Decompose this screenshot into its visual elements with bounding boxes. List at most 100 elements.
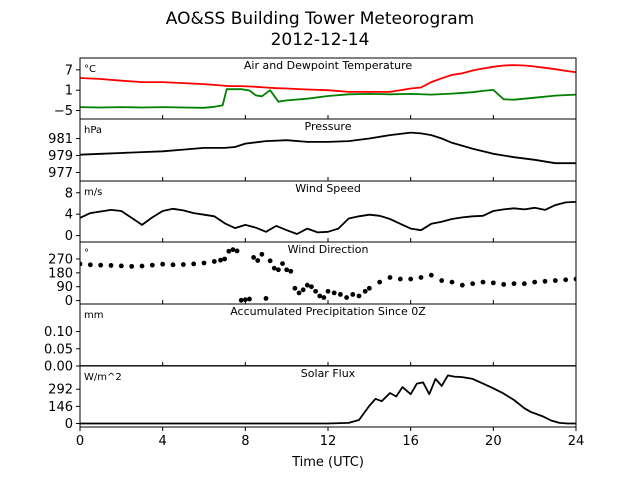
x-axis-label: Time (UTC)	[291, 455, 364, 470]
data-point	[238, 297, 244, 303]
data-point	[242, 297, 248, 303]
data-point	[428, 272, 434, 278]
data-point	[160, 261, 166, 267]
x-tick-label: 0	[76, 434, 84, 449]
data-point	[201, 260, 207, 266]
data-point	[573, 276, 576, 282]
data-point	[247, 296, 252, 302]
panel-unit-label: W/m^2	[84, 372, 122, 383]
data-point	[304, 282, 310, 288]
data-point	[397, 276, 403, 282]
data-point	[87, 262, 93, 268]
data-point	[563, 277, 569, 283]
x-tick-label: 24	[568, 434, 585, 449]
panel-unit-label: °	[84, 248, 89, 259]
data-point	[470, 281, 476, 287]
data-point	[80, 261, 83, 267]
data-point	[325, 288, 331, 294]
y-tick-label: 180	[48, 266, 73, 281]
y-tick-label: 7	[65, 63, 73, 78]
series-line-0	[80, 64, 576, 93]
series-line-0	[80, 374, 576, 425]
y-tick-label: 981	[48, 132, 73, 147]
y-tick-label: 977	[48, 166, 73, 181]
x-tick-label: 4	[159, 434, 167, 449]
data-point	[139, 263, 145, 269]
data-point	[490, 280, 496, 286]
y-tick-label: 0.00	[44, 360, 73, 375]
panel-title: Wind Direction	[288, 243, 369, 256]
panel-title: Air and Dewpoint Temperature	[244, 59, 412, 72]
data-point	[366, 285, 372, 291]
y-tick-label: 0	[65, 294, 73, 309]
panel-1: 977 979 981 hPa Pressure	[48, 118, 577, 182]
plot-area-5	[80, 374, 576, 425]
panel-unit-label: m/s	[84, 187, 102, 198]
panel-title: Pressure	[305, 120, 352, 133]
y-tick-label: 0.05	[44, 342, 73, 357]
data-point	[418, 275, 424, 280]
data-point	[108, 263, 114, 268]
data-point	[296, 290, 302, 296]
data-point	[255, 258, 261, 263]
data-point	[331, 290, 337, 296]
series-line-1	[80, 88, 576, 109]
x-tick-label: 12	[320, 434, 337, 449]
figure-title-line1: AO&SS Building Tower Meteorogram	[166, 9, 474, 29]
data-point	[362, 288, 368, 294]
data-point	[149, 262, 155, 268]
data-point	[129, 263, 135, 269]
y-tick-label: 0	[65, 417, 73, 432]
data-point	[276, 267, 281, 273]
data-point	[234, 248, 240, 254]
panel-2: 0 4 8 m/s Wind Speed	[65, 180, 577, 244]
data-point	[480, 279, 486, 285]
data-point	[321, 295, 327, 300]
data-point	[170, 262, 176, 268]
y-tick-label: 979	[48, 149, 73, 164]
y-tick-label: 270	[48, 252, 73, 267]
data-point	[271, 265, 277, 271]
data-point	[408, 276, 414, 282]
y-tick-label: 0	[65, 229, 73, 244]
y-tick-label: −5	[54, 104, 73, 119]
data-point	[542, 278, 548, 284]
data-point	[267, 258, 273, 264]
y-tick-label: 1	[65, 84, 73, 99]
data-point	[309, 284, 314, 290]
y-tick-label: 292	[48, 383, 73, 398]
data-point	[292, 285, 298, 291]
panel-unit-label: °C	[84, 64, 96, 75]
panel-0: −5 1 7 °C Air and Dewpoint Temperature	[54, 57, 577, 120]
y-tick-label: 146	[48, 400, 73, 415]
y-tick-label: 4	[65, 208, 73, 223]
data-point	[98, 262, 104, 268]
plot-area-3	[80, 247, 576, 303]
panel-title: Accumulated Precipitation Since 0Z	[230, 305, 426, 318]
data-point	[259, 251, 265, 257]
data-point	[284, 267, 290, 273]
data-point	[459, 282, 465, 288]
y-tick-label: 0.10	[44, 325, 73, 340]
data-point	[211, 259, 217, 264]
data-point	[439, 278, 445, 283]
data-point	[521, 281, 527, 287]
figure-title-line2: 2012-12-14	[271, 30, 370, 50]
x-tick-label: 8	[241, 434, 249, 449]
data-point	[251, 255, 256, 260]
data-point	[300, 287, 306, 293]
y-tick-label: 90	[56, 280, 73, 295]
x-axis: 0 4 8 12 16 20 24	[76, 427, 584, 449]
data-point	[356, 293, 362, 299]
data-point	[280, 261, 285, 266]
data-point	[350, 292, 356, 297]
panels-group: −5 1 7 °C Air and Dewpoint Temperature 977 979…	[44, 57, 577, 432]
panel-unit-label: hPa	[84, 125, 102, 136]
series-line-0	[80, 201, 576, 235]
y-tick-label: 8	[65, 186, 73, 201]
data-point	[387, 275, 393, 280]
data-point	[313, 288, 318, 294]
data-point	[377, 279, 383, 285]
